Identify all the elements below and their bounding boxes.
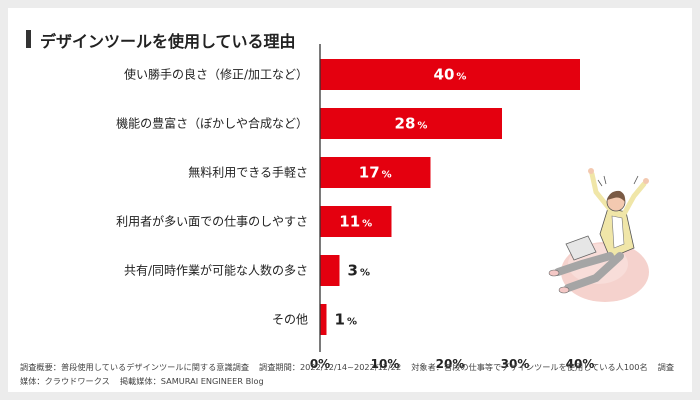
category-label: 利用者が多い面での仕事のしやすさ [116, 214, 308, 229]
bar [320, 206, 392, 237]
bar [320, 59, 580, 90]
footnote-period: 調査期間：2022/12/14~2022/12/22 [259, 362, 402, 372]
title-marker [26, 30, 31, 48]
bar [320, 108, 502, 139]
x-tick-label: 40% [566, 357, 595, 371]
category-label: その他 [272, 313, 308, 327]
data-label: 1% [335, 311, 357, 329]
x-tick-label: 0% [310, 357, 330, 371]
footnote-method: 調査媒体：クラウドワークス [20, 362, 675, 386]
chart-title: デザインツールを使用している理由 [40, 32, 296, 51]
survey-footnote: 調査概要：普段使用しているデザインツールに関する意識調査 調査期間：2022/12… [20, 360, 680, 388]
footnote-survey: 調査概要：普段使用しているデザインツールに関する意識調査 [20, 362, 250, 372]
person-on-beanbag-illustration [548, 168, 649, 302]
x-tick-label: 30% [501, 357, 530, 371]
footnote-target: 対象者：普段の仕事等でデザインツールを使用している人100名 [411, 362, 648, 372]
category-label: 機能の豊富さ（ぼかしや合成など） [116, 116, 308, 131]
category-label: 無料利用できる手軽さ [188, 165, 308, 180]
x-tick-label: 10% [371, 357, 400, 371]
data-label: 3% [348, 262, 370, 280]
category-label: 共有/同時作業が可能な人数の多さ [124, 263, 308, 278]
x-tick-label: 20% [436, 357, 465, 371]
footnote-media: 掲載媒体：SAMURAI ENGINEER Blog [119, 376, 264, 386]
bar [320, 304, 327, 335]
category-label: 使い勝手の良さ（修正/加工など） [124, 67, 308, 82]
bar [320, 255, 340, 286]
bar [320, 157, 431, 188]
